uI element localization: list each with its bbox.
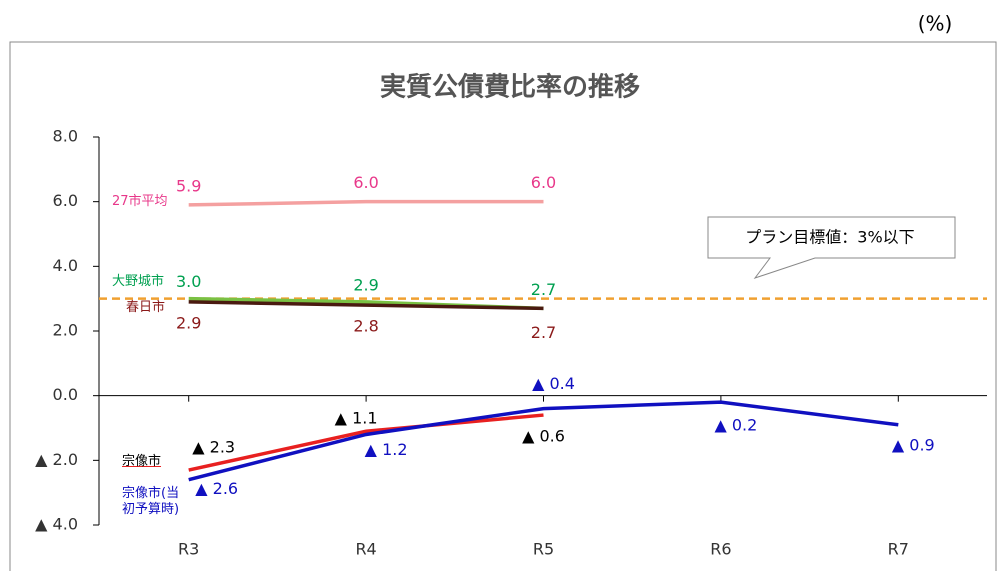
series-name: 春日市	[126, 300, 166, 315]
series-line	[188, 413, 544, 472]
y-tick-label: 4.0	[53, 256, 78, 275]
series-line	[188, 400, 899, 482]
data-label: 3.0	[176, 272, 201, 291]
data-label: 2.8	[353, 317, 378, 336]
y-tick-label: 6.0	[53, 191, 78, 210]
data-label: ▲ 1.2	[365, 440, 408, 459]
data-label: ▲ 0.4	[532, 374, 575, 393]
data-label: ▲ 1.1	[335, 409, 378, 428]
y-tick-label: 0.0	[53, 385, 78, 404]
data-label: 5.9	[176, 176, 201, 195]
series-line	[188, 300, 544, 311]
data-label: 2.9	[353, 275, 378, 294]
data-label: ▲ 0.2	[714, 416, 757, 435]
series-name: 大野城市	[112, 274, 165, 289]
data-label: ▲ 2.3	[192, 438, 235, 457]
callout	[707, 216, 956, 279]
data-label: ▲ 0.6	[522, 427, 565, 446]
y-tick-label: 8.0	[53, 127, 78, 146]
target-label: プラン目標値：3%以下	[745, 228, 914, 247]
series-name: 宗像市	[122, 454, 162, 469]
data-label: ▲ 0.9	[892, 435, 935, 454]
series-line	[188, 199, 544, 207]
data-label: 2.9	[176, 313, 201, 332]
series-name: 27市平均	[112, 194, 168, 209]
x-tick-label: R4	[355, 540, 376, 559]
series-name: 宗像市(当初予算時)	[122, 486, 180, 517]
data-label: 2.7	[531, 323, 556, 342]
unit: (%)	[918, 12, 953, 36]
y-tick-label: ▲ 4.0	[35, 515, 78, 534]
data-label: 6.0	[353, 173, 378, 192]
x-tick-label: R5	[533, 540, 554, 559]
chart-title: 実質公債費比率の推移	[380, 72, 640, 103]
y-tick-label: 2.0	[53, 321, 78, 340]
data-label: 2.7	[531, 280, 556, 299]
x-tick-label: R6	[710, 540, 731, 559]
data-label: 6.0	[531, 173, 556, 192]
x-tick-label: R3	[178, 540, 199, 559]
x-tick-label: R7	[888, 540, 909, 559]
data-label: ▲ 2.6	[195, 479, 238, 498]
y-tick-label: ▲ 2.0	[35, 450, 78, 469]
